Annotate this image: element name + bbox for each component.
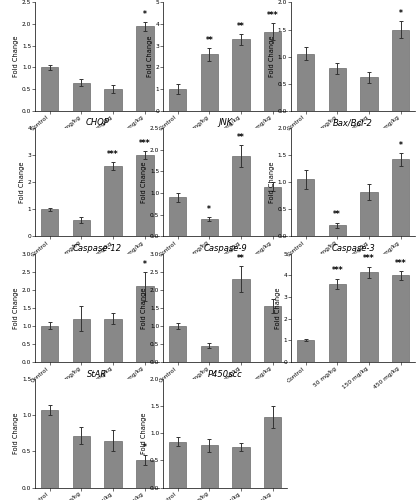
Bar: [232, 279, 250, 362]
Bar: [41, 68, 58, 110]
Bar: [41, 326, 58, 362]
Bar: [201, 54, 218, 110]
Bar: [329, 284, 346, 362]
Bar: [232, 40, 250, 111]
Title: Caspase-9: Caspase-9: [203, 244, 247, 253]
Bar: [169, 89, 186, 110]
Bar: [136, 286, 153, 362]
Bar: [232, 447, 250, 488]
Text: **: **: [237, 22, 245, 30]
Text: ***: ***: [363, 254, 375, 264]
Title: StAR: StAR: [87, 370, 108, 378]
Title: JNK: JNK: [218, 118, 232, 128]
Text: ***: ***: [395, 259, 407, 268]
Title: XBP1s: XBP1s: [340, 0, 366, 2]
Bar: [264, 417, 281, 488]
Bar: [329, 226, 346, 236]
Title: P450scc: P450scc: [208, 370, 243, 378]
Text: **: **: [237, 254, 245, 263]
Bar: [169, 198, 186, 236]
Bar: [73, 436, 90, 488]
Bar: [264, 186, 281, 236]
Bar: [73, 82, 90, 110]
Text: *: *: [143, 443, 147, 452]
Bar: [136, 155, 153, 236]
Bar: [169, 326, 186, 362]
Bar: [104, 440, 122, 488]
Bar: [297, 54, 314, 110]
Bar: [136, 26, 153, 110]
Y-axis label: Fold Change: Fold Change: [13, 287, 19, 329]
Bar: [104, 166, 122, 236]
Text: ***: ***: [267, 11, 279, 20]
Title: Caspase-3: Caspase-3: [331, 244, 375, 253]
Text: **: **: [206, 36, 213, 44]
Bar: [41, 209, 58, 236]
Title: Caspase-12: Caspase-12: [73, 244, 122, 253]
Bar: [264, 306, 281, 362]
Bar: [201, 446, 218, 488]
Bar: [41, 410, 58, 488]
Text: *: *: [399, 9, 402, 18]
Y-axis label: Fold Change: Fold Change: [13, 412, 19, 454]
Y-axis label: Fold Change: Fold Change: [269, 162, 275, 203]
Title: BiP: BiP: [91, 0, 104, 2]
Bar: [169, 442, 186, 488]
Text: *: *: [143, 260, 147, 268]
Y-axis label: Fold Change: Fold Change: [141, 287, 147, 329]
Bar: [73, 220, 90, 236]
Bar: [392, 276, 409, 362]
Y-axis label: Fold Change: Fold Change: [274, 287, 281, 329]
Text: *: *: [207, 204, 211, 214]
Title: Bax/Bcl-2: Bax/Bcl-2: [333, 118, 373, 128]
Y-axis label: Fold Change: Fold Change: [269, 36, 275, 78]
Text: ***: ***: [332, 266, 343, 276]
Bar: [73, 318, 90, 362]
Text: ***: ***: [139, 139, 151, 148]
Y-axis label: Fold Change: Fold Change: [13, 36, 19, 78]
Bar: [201, 346, 218, 362]
Bar: [392, 160, 409, 236]
Bar: [136, 460, 153, 487]
Bar: [297, 180, 314, 236]
Bar: [264, 32, 281, 110]
Text: *: *: [143, 10, 147, 18]
Bar: [232, 156, 250, 236]
Title: IRE1α: IRE1α: [213, 0, 237, 2]
Text: ***: ***: [107, 150, 119, 158]
Bar: [104, 318, 122, 362]
Y-axis label: Fold Change: Fold Change: [141, 412, 147, 454]
Bar: [201, 219, 218, 236]
Text: *: *: [399, 141, 402, 150]
Bar: [392, 30, 409, 110]
Y-axis label: Fold Change: Fold Change: [141, 162, 147, 203]
Bar: [360, 192, 378, 236]
Bar: [329, 68, 346, 110]
Text: **: **: [333, 210, 341, 220]
Y-axis label: Fold Change: Fold Change: [19, 162, 25, 203]
Bar: [297, 340, 314, 362]
Bar: [104, 89, 122, 110]
Title: CHOP: CHOP: [85, 118, 109, 128]
Y-axis label: Fold Change: Fold Change: [147, 36, 153, 78]
Bar: [360, 77, 378, 110]
Text: **: **: [237, 133, 245, 142]
Bar: [360, 272, 378, 362]
